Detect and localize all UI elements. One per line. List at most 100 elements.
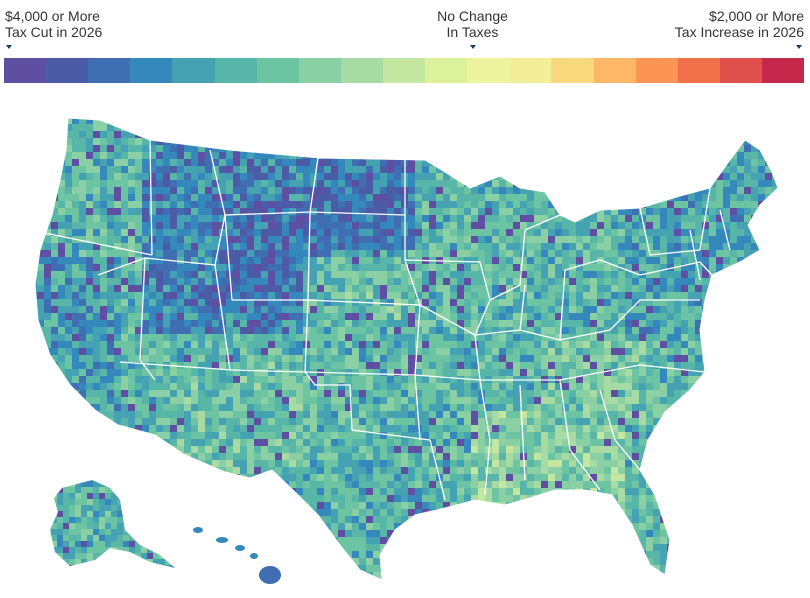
county-cell [58, 173, 66, 181]
county-cell [205, 131, 213, 139]
county-cell [72, 292, 80, 300]
county-cell [226, 292, 234, 300]
county-cell [86, 173, 94, 181]
county-cell [79, 425, 87, 433]
county-cell [674, 166, 682, 174]
county-cell [310, 418, 318, 426]
county-cell [485, 159, 493, 167]
county-cell [107, 138, 115, 146]
county-cell [422, 271, 430, 279]
county-cell [114, 390, 122, 398]
county-cell [114, 118, 122, 125]
county-cell [569, 257, 577, 265]
county-cell [562, 306, 570, 314]
county-cell [191, 194, 199, 202]
county-cell [492, 425, 500, 433]
county-cell [198, 355, 206, 363]
county-cell [688, 278, 696, 286]
county-cell [562, 236, 570, 244]
county-cell [513, 418, 521, 426]
county-cell [744, 264, 752, 272]
county-cell [352, 383, 360, 391]
county-cell [667, 425, 675, 433]
county-cell [268, 173, 276, 181]
county-cell [611, 362, 619, 370]
county-cell [485, 194, 493, 202]
county-cell [590, 285, 598, 293]
county-cell [590, 327, 598, 335]
county-cell [534, 264, 542, 272]
county-cell [709, 124, 717, 132]
county-cell [373, 208, 381, 216]
county-cell [366, 208, 374, 216]
county-cell [506, 110, 513, 117]
county-cell [758, 411, 766, 419]
county-cell [79, 341, 87, 349]
county-cell [394, 201, 402, 209]
county-cell [653, 180, 661, 188]
county-cell [681, 229, 689, 237]
county-cell [730, 278, 738, 286]
county-cell [604, 292, 612, 300]
county-cell [296, 264, 304, 272]
county-cell [436, 173, 444, 181]
county-cell [233, 271, 241, 279]
county-cell [394, 222, 402, 230]
county-cell [765, 215, 773, 223]
county-cell [149, 425, 157, 433]
county-cell [751, 208, 759, 216]
county-cell [562, 278, 570, 286]
county-cell [373, 187, 381, 195]
county-cell [478, 110, 485, 117]
county-cell [345, 404, 353, 412]
county-cell [254, 138, 262, 146]
county-cell [247, 292, 255, 300]
county-cell [576, 187, 584, 195]
county-cell [422, 110, 429, 117]
county-cell [618, 334, 626, 342]
county-cell [604, 369, 612, 377]
county-cell [744, 110, 751, 117]
county-cell [478, 348, 486, 356]
county-cell [212, 313, 220, 321]
county-cell [128, 355, 136, 363]
county-cell [296, 222, 304, 230]
county-cell [555, 118, 563, 125]
county-cell [695, 362, 703, 370]
county-cell [709, 299, 717, 307]
county-cell [464, 159, 472, 167]
county-cell [639, 327, 647, 335]
county-cell [604, 355, 612, 363]
county-cell [324, 418, 332, 426]
county-cell [562, 334, 570, 342]
county-cell [345, 341, 353, 349]
county-cell [107, 285, 115, 293]
county-cell [485, 243, 493, 251]
county-cell [72, 194, 80, 202]
county-cell [534, 292, 542, 300]
county-cell [555, 264, 563, 272]
county-cell [639, 292, 647, 300]
county-cell [380, 264, 388, 272]
county-cell [394, 369, 402, 377]
county-cell [772, 124, 778, 132]
county-cell [345, 306, 353, 314]
county-cell [212, 292, 220, 300]
county-cell [688, 362, 696, 370]
legend-right-line1: $2,000 or More [709, 8, 804, 24]
county-cell [275, 299, 283, 307]
county-cell [681, 320, 689, 328]
county-cell [541, 229, 549, 237]
county-cell [352, 292, 360, 300]
county-cell [506, 285, 514, 293]
county-cell [170, 271, 178, 279]
county-cell [492, 152, 500, 160]
county-cell [443, 362, 451, 370]
county-cell [499, 138, 507, 146]
county-cell [590, 152, 598, 160]
county-cell [653, 194, 661, 202]
county-cell [730, 306, 738, 314]
county-cell [646, 215, 654, 223]
county-cell [240, 425, 248, 433]
county-cell [79, 173, 87, 181]
